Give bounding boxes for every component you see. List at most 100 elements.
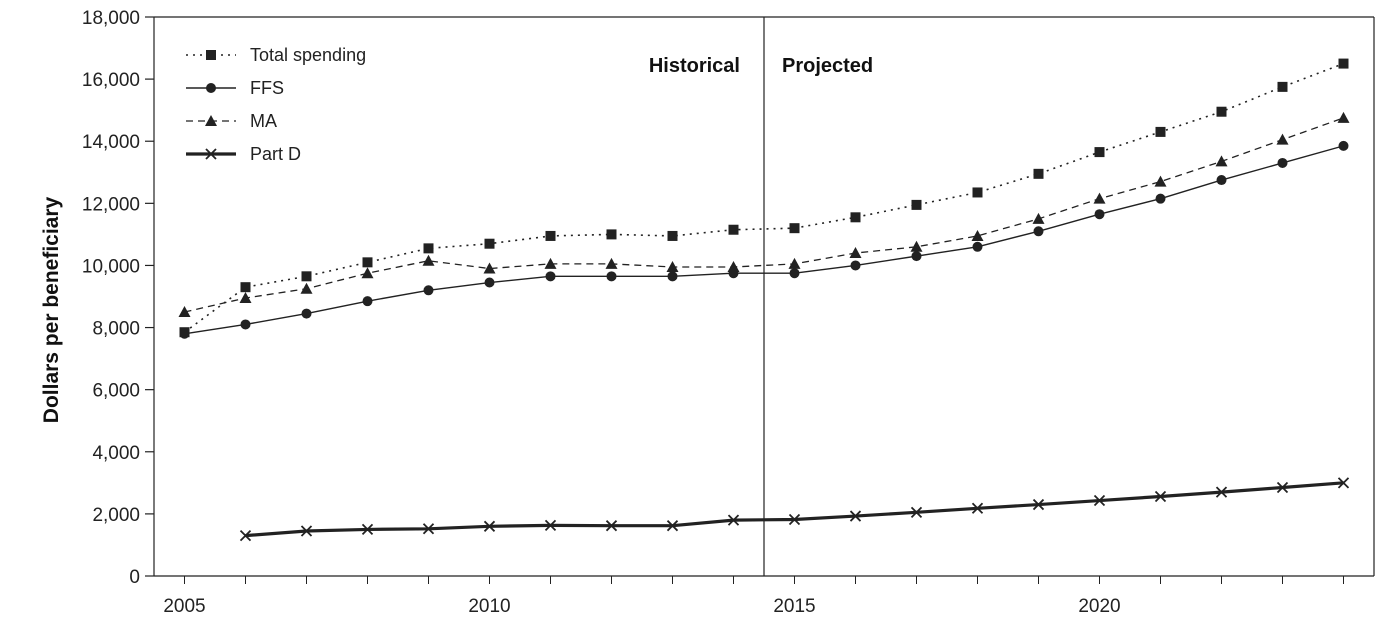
data-point xyxy=(1032,498,1045,511)
y-tick-label: 4,000 xyxy=(92,443,140,464)
legend-marker xyxy=(205,148,217,160)
data-point xyxy=(1033,168,1044,179)
y-tick-label: 6,000 xyxy=(92,381,140,402)
data-point xyxy=(911,199,922,210)
series-ffs xyxy=(179,140,1349,339)
data-point xyxy=(849,247,862,259)
data-point xyxy=(850,212,861,223)
data-point xyxy=(605,520,618,532)
legend-marker xyxy=(205,115,217,126)
data-point xyxy=(484,238,495,249)
data-point xyxy=(362,257,373,268)
data-point xyxy=(849,510,862,522)
data-point xyxy=(239,529,252,542)
data-point xyxy=(362,296,373,307)
data-point xyxy=(544,519,557,532)
legend-label: Part D xyxy=(250,144,301,164)
data-point xyxy=(1094,147,1105,158)
data-point xyxy=(971,502,984,514)
data-point xyxy=(911,251,922,262)
legend-marker xyxy=(206,83,216,93)
data-point xyxy=(1276,133,1289,145)
data-point xyxy=(484,277,495,288)
data-point xyxy=(1155,193,1166,204)
data-point xyxy=(1093,494,1106,507)
y-tick-label: 16,000 xyxy=(82,70,140,91)
data-point xyxy=(301,271,312,282)
series-line xyxy=(245,481,1344,538)
data-point xyxy=(301,308,312,319)
data-point xyxy=(727,514,740,526)
data-point xyxy=(1094,209,1105,220)
data-point xyxy=(1277,157,1288,168)
y-tick-label: 8,000 xyxy=(92,319,140,340)
data-point xyxy=(1276,481,1289,494)
data-point xyxy=(728,224,739,235)
data-point xyxy=(1032,212,1045,224)
series-line xyxy=(184,117,1344,313)
data-point xyxy=(971,229,984,241)
x-tick-label: 2015 xyxy=(773,596,815,617)
data-point xyxy=(239,292,252,304)
data-point xyxy=(300,525,313,537)
data-point xyxy=(666,520,679,532)
series-line xyxy=(184,145,1344,335)
legend: Total spending FFS MA Part D xyxy=(186,45,366,164)
data-point xyxy=(789,268,800,279)
data-point xyxy=(605,257,618,269)
data-point xyxy=(545,271,556,282)
data-point xyxy=(179,328,190,339)
data-point xyxy=(1033,226,1044,237)
data-point xyxy=(1154,175,1167,187)
data-point xyxy=(240,282,251,293)
series-total-spending xyxy=(179,58,1349,338)
x-tick-label: 2005 xyxy=(163,596,205,617)
data-point xyxy=(1215,486,1228,498)
data-point xyxy=(972,241,983,252)
data-point xyxy=(300,282,313,294)
data-point xyxy=(727,260,740,272)
data-point xyxy=(606,271,617,282)
data-point xyxy=(423,243,434,254)
data-point xyxy=(422,254,435,266)
data-point xyxy=(240,319,251,330)
data-point xyxy=(544,257,557,269)
data-point xyxy=(606,229,617,240)
data-point xyxy=(667,271,678,282)
x-tick-label: 2010 xyxy=(468,596,510,617)
y-tick-label: 10,000 xyxy=(82,256,140,277)
data-point xyxy=(910,240,923,252)
data-point xyxy=(423,285,434,296)
series-ma xyxy=(178,111,1350,318)
data-point xyxy=(1216,175,1227,186)
data-point xyxy=(1337,477,1350,489)
x-tick-label: 2020 xyxy=(1078,596,1120,617)
data-point xyxy=(789,223,800,234)
data-point xyxy=(850,260,861,271)
data-point xyxy=(178,306,191,318)
y-tick-label: 18,000 xyxy=(82,8,140,29)
data-point xyxy=(483,262,496,274)
data-point xyxy=(667,230,678,241)
data-point xyxy=(1337,111,1350,123)
data-point xyxy=(1338,140,1349,151)
data-point xyxy=(788,257,801,269)
data-point xyxy=(483,520,496,532)
projected-label: Projected xyxy=(782,55,873,77)
series-layer xyxy=(178,58,1350,542)
y-tick-label: 14,000 xyxy=(82,132,140,153)
legend-label: MA xyxy=(250,111,277,131)
data-point xyxy=(361,267,374,279)
legend-label: Total spending xyxy=(250,45,366,65)
data-point xyxy=(1154,490,1167,503)
data-point xyxy=(910,506,923,518)
y-axis-label: Dollars per beneficiary xyxy=(40,196,63,423)
data-point xyxy=(545,230,556,241)
data-point xyxy=(1338,58,1349,69)
data-point xyxy=(972,187,983,198)
data-point xyxy=(422,523,435,535)
series-part-d xyxy=(239,477,1350,542)
data-point xyxy=(788,513,801,526)
y-tick-label: 0 xyxy=(129,567,140,588)
